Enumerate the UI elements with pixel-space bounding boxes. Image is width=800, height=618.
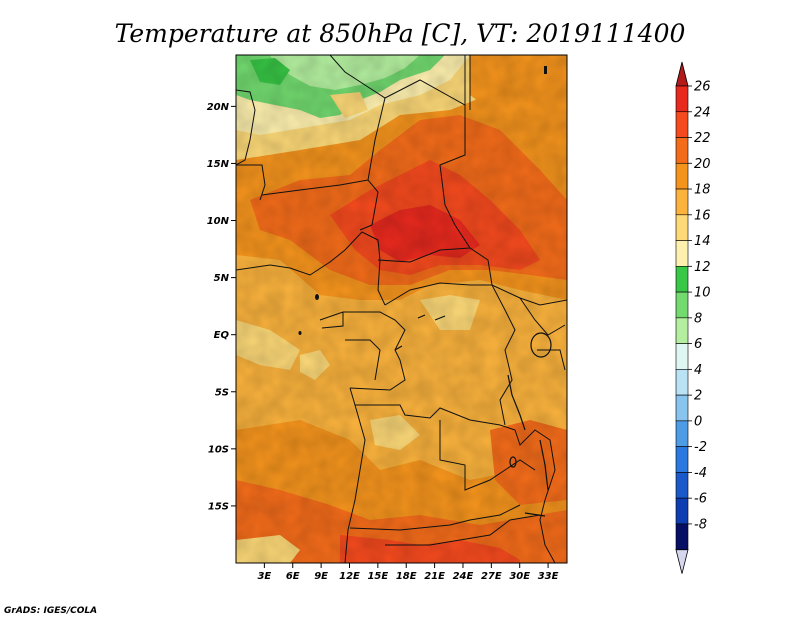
colorbar-swatch xyxy=(675,188,689,216)
chart-title: Temperature at 850hPa [C], VT: 201911140… xyxy=(115,19,686,48)
border-gulf-coast xyxy=(236,231,386,306)
colorbar-label: 24 xyxy=(694,105,711,120)
colorbar-label: 14 xyxy=(694,234,711,249)
border-car-south xyxy=(384,282,567,306)
border-eq-guinea xyxy=(321,312,344,329)
colorbar-bottom-arrow xyxy=(675,549,689,574)
colorbar-swatch xyxy=(675,111,689,138)
border-congo-inner xyxy=(345,339,381,381)
x-tick-label: 3E xyxy=(257,571,271,582)
colorbar-swatch xyxy=(675,214,689,241)
x-tick-label: 27E xyxy=(481,571,502,582)
lake-tanganyika xyxy=(507,374,526,431)
colorbar-swatch xyxy=(675,394,689,422)
colorbar-label: 10 xyxy=(694,286,711,301)
island-bioko xyxy=(315,294,319,300)
colorbar-swatch xyxy=(675,523,689,550)
border-namibia xyxy=(349,504,521,531)
border-mozambique xyxy=(514,429,556,563)
colorbar-label: 18 xyxy=(694,183,711,198)
y-tick-label: 15S xyxy=(208,501,229,512)
border-kenya xyxy=(537,349,566,371)
colorbar-label: 12 xyxy=(694,260,711,275)
colorbar-swatch xyxy=(675,162,689,190)
country-borders xyxy=(236,55,567,563)
colorbar-label: 8 xyxy=(694,311,702,326)
x-tick-label: 6E xyxy=(286,571,300,582)
island-sao-tome xyxy=(298,331,302,335)
y-tick-label: 5N xyxy=(214,273,230,284)
border-drc-east xyxy=(491,284,516,426)
temperature-field xyxy=(236,55,567,563)
x-tick-label: 33E xyxy=(538,571,559,582)
border-mali-w xyxy=(236,164,266,201)
border-angola-coast xyxy=(344,404,366,563)
plot-frame xyxy=(235,54,568,564)
lake-victoria xyxy=(530,332,552,358)
border-botswana xyxy=(385,514,541,546)
small-islands xyxy=(298,66,547,335)
colorbar-label: 4 xyxy=(694,363,702,378)
colorbar-swatch xyxy=(675,291,689,319)
credit-text: GrADS: IGES/COLA xyxy=(4,606,97,616)
colorbar-label: -2 xyxy=(694,440,707,455)
y-tick-label: 10S xyxy=(208,444,229,455)
border-west-sahara xyxy=(236,89,256,166)
y-tick-label: 15N xyxy=(207,159,230,170)
colorbar-label: 26 xyxy=(694,80,711,95)
colorbar-swatch xyxy=(675,497,689,525)
y-tick-label: 5S xyxy=(215,387,229,398)
colorbar-swatch xyxy=(675,240,689,267)
x-axis: 3E 6E 9E 12E 15E 18E 21E 24E 27E 30E 33E xyxy=(257,563,559,582)
lake-malawi xyxy=(539,439,549,491)
field-texture xyxy=(236,55,567,563)
colorbar-swatch xyxy=(675,369,689,396)
colorbar-swatch xyxy=(675,472,689,499)
colorbar-swatch xyxy=(675,137,689,164)
border-chad-sudan xyxy=(439,105,493,286)
x-tick-label: 18E xyxy=(396,571,417,582)
y-tick-label: 10N xyxy=(207,216,230,227)
border-niger-south xyxy=(261,179,369,196)
border-zambia xyxy=(439,420,536,491)
colorbar-label: 6 xyxy=(694,337,702,352)
x-tick-label: 30E xyxy=(509,571,530,582)
colorbar-swatch xyxy=(675,420,689,447)
colorbar-label: 20 xyxy=(694,157,711,172)
lake-mweru xyxy=(509,456,517,468)
y-tick-label: EQ xyxy=(214,330,230,341)
border-car-north xyxy=(377,247,471,263)
colorbar-label: 2 xyxy=(694,389,702,404)
colorbar-top-arrow xyxy=(675,61,689,87)
colorbar-swatch xyxy=(675,85,689,113)
colorbar-swatch xyxy=(675,317,689,344)
lake-kariba xyxy=(524,512,546,517)
colorbar-label: -4 xyxy=(694,466,707,481)
island-1 xyxy=(544,66,547,74)
border-niger-chad xyxy=(359,97,386,231)
x-tick-label: 21E xyxy=(424,571,445,582)
lakes xyxy=(394,314,552,517)
river-segments xyxy=(394,314,446,351)
border-uganda xyxy=(519,297,566,336)
border-drc-angola xyxy=(349,387,516,431)
x-tick-label: 24E xyxy=(453,571,474,582)
colorbar-swatch xyxy=(675,446,689,473)
border-algeria-libya xyxy=(329,55,466,106)
x-tick-label: 12E xyxy=(339,571,360,582)
colorbar-label: 22 xyxy=(694,131,711,146)
colorbar-label: -8 xyxy=(694,517,707,532)
colorbar-label: 16 xyxy=(694,208,711,223)
y-tick-label: 20N xyxy=(207,102,230,113)
colorbar-swatch xyxy=(675,266,689,293)
x-tick-label: 15E xyxy=(367,571,388,582)
colorbar-label: -6 xyxy=(694,492,707,507)
x-tick-label: 9E xyxy=(314,571,328,582)
border-gabon-congo xyxy=(319,311,406,391)
colorbar-swatch xyxy=(675,343,689,370)
colorbar-label: 0 xyxy=(694,414,702,429)
y-axis: 20N 15N 10N 5N EQ 5S 10S 15S xyxy=(207,102,236,512)
